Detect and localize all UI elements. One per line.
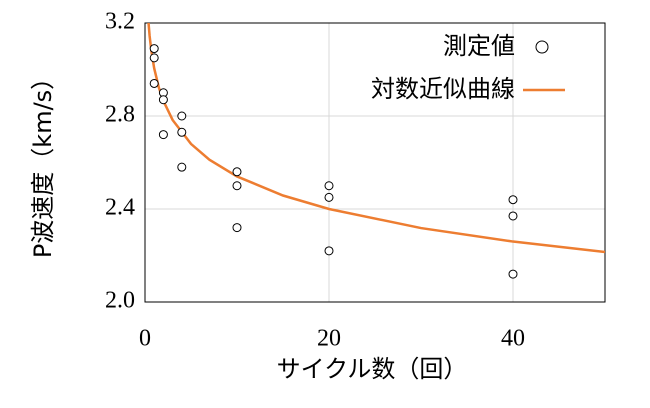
plot-area [147,23,605,254]
legend-swatch [535,40,549,54]
data-point [149,78,159,88]
data-point [158,95,168,105]
data-point [324,181,334,191]
plot-frame [144,22,606,303]
data-point [177,162,187,172]
x-tick-label: 20 [317,326,341,352]
legend-label: 対数近似曲線 [371,75,515,103]
y-tick-label: 2.0 [105,288,135,314]
y-tick-label: 2.4 [105,195,135,221]
data-point [508,195,518,205]
x-tick-label: 40 [501,326,525,352]
x-tick-label: 0 [139,326,151,352]
data-point [149,53,159,63]
legend-label: 測定値 [443,32,515,60]
data-point [508,211,518,221]
data-point [232,181,242,191]
x-axis-label: サイクル数（回） [277,355,468,383]
data-point [232,167,242,177]
fit-line [147,23,605,254]
data-point [232,223,242,233]
data-point [177,111,187,121]
data-point [508,269,518,279]
data-point [149,44,159,54]
data-point [177,127,187,137]
y-tick-label: 3.2 [105,9,135,35]
y-tick-label: 2.8 [105,102,135,128]
data-point [158,130,168,140]
data-point [324,192,334,202]
y-axis-label: P波速度（km/s） [29,66,57,258]
data-point [324,246,334,256]
